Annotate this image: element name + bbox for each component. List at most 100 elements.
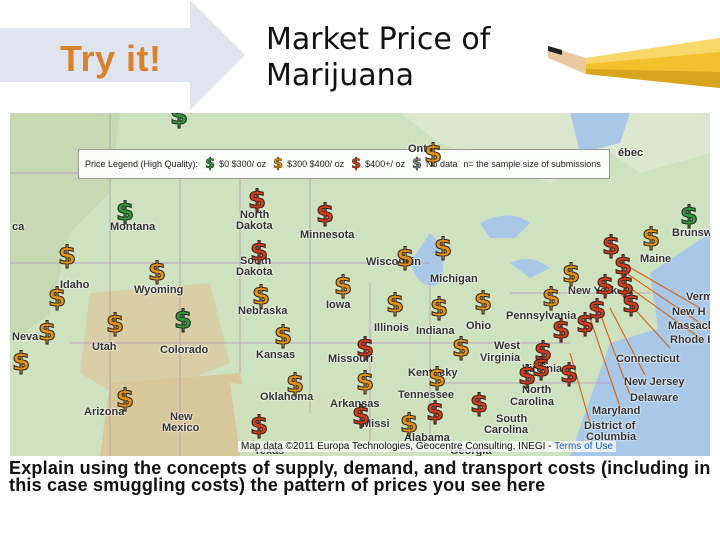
marker-wv-dollar-icon[interactable]: $	[451, 333, 471, 363]
label-south-carolina-2: Carolina	[484, 424, 529, 436]
price-legend: Price Legend (High Quality): $ $0 $300/ …	[78, 149, 610, 179]
label-illinois: Illinois	[374, 322, 409, 334]
label-north-dakota-2: Dakota	[236, 220, 273, 232]
legend-low-label: $0 $300/ oz	[219, 159, 267, 169]
label-montana: Montana	[110, 221, 156, 233]
label-south-dakota-2: Dakota	[236, 266, 273, 278]
orange-dollar-icon: $	[273, 156, 283, 172]
marker-ga-dollar-icon[interactable]: $	[469, 389, 489, 419]
marker-mi-dollar-icon[interactable]: $	[433, 233, 453, 263]
map-credit-text: Map data ©2011 Europa Technologies, Geoc…	[241, 441, 555, 452]
label-connecticut: Connecticut	[616, 353, 680, 365]
marker-tn-dollar-icon[interactable]: $	[425, 397, 445, 427]
marker-wi-dollar-icon[interactable]: $	[395, 243, 415, 273]
marker-il-dollar-icon[interactable]: $	[385, 289, 405, 319]
marker-co-2-dollar-icon[interactable]: $	[115, 384, 135, 414]
marker-az-dollar-icon[interactable]: $	[47, 283, 67, 313]
marker-ky-dollar-icon[interactable]: $	[427, 363, 447, 393]
label-quebec: ébec	[618, 147, 644, 159]
marker-in-dollar-icon[interactable]: $	[429, 293, 449, 323]
marker-nd-dollar-icon[interactable]: $	[247, 185, 267, 215]
marker-nd-top-dollar-icon[interactable]: $	[169, 113, 189, 131]
legend-note: n= the sample size of submissions	[463, 159, 601, 169]
title-line-2: Marijuana	[266, 58, 415, 93]
label-new-mexico-2: Mexico	[162, 422, 200, 434]
label-ontario: Onta	[408, 143, 434, 155]
marker-nb-dollar-icon[interactable]: $	[679, 201, 699, 231]
label-wyoming: Wyoming	[134, 284, 184, 296]
label-arizona: Arizona	[84, 406, 125, 418]
label-north-dakota-1: North	[240, 209, 270, 221]
map-credit: Map data ©2011 Europa Technologies, Geoc…	[238, 441, 617, 452]
label-pennsylvania: Pennsylvania	[506, 310, 577, 322]
marker-ct-dollar-icon[interactable]: $	[559, 359, 579, 389]
marker-oh-dollar-icon[interactable]: $	[473, 287, 493, 317]
label-south-dakota-1: South	[240, 255, 272, 267]
marker-ma-dollar-icon[interactable]: $	[621, 289, 641, 319]
marker-ut-dollar-icon[interactable]: $	[105, 309, 125, 339]
marker-ms-dollar-icon[interactable]: $	[351, 401, 371, 431]
marker-sc-dollar-icon[interactable]: $	[531, 353, 551, 383]
marker-on-dollar-icon[interactable]: $	[423, 139, 443, 169]
label-kentucky: Kentucky	[408, 367, 458, 379]
marker-nc-dollar-icon[interactable]: $	[517, 361, 537, 391]
label-new-york: New York	[568, 285, 618, 297]
marker-tx-dollar-icon[interactable]: $	[249, 411, 269, 441]
label-maine: Maine	[640, 253, 672, 265]
marker-pa-2-dollar-icon[interactable]: $	[561, 259, 581, 289]
arrow-banner	[0, 0, 245, 110]
label-arkansas: Arkansas	[330, 398, 380, 410]
marker-ar-dollar-icon[interactable]: $	[355, 367, 375, 397]
label-south-carolina-1: South	[496, 413, 528, 425]
legend-item-nodata: $ No data	[411, 156, 458, 172]
marker-ok-dollar-icon[interactable]: $	[285, 369, 305, 399]
label-mississippi: Missi	[362, 418, 390, 430]
marker-nj-dollar-icon[interactable]: $	[551, 315, 571, 345]
marker-pa-1-dollar-icon[interactable]: $	[541, 283, 561, 313]
marker-mt-dollar-icon[interactable]: $	[115, 197, 135, 227]
marker-de-dollar-icon[interactable]: $	[587, 295, 607, 325]
marker-mn-dollar-icon[interactable]: $	[315, 199, 335, 229]
marker-wy-dollar-icon[interactable]: $	[147, 257, 167, 287]
marker-ks-dollar-icon[interactable]: $	[273, 321, 293, 351]
marker-sd-dollar-icon[interactable]: $	[249, 237, 269, 267]
legend-nodata-label: No data	[425, 159, 458, 169]
label-vermont: Verm	[686, 291, 710, 303]
marker-vt-dollar-icon[interactable]: $	[595, 271, 615, 301]
terms-of-use-link[interactable]: Terms of Use	[554, 441, 614, 452]
label-utah: Utah	[92, 341, 117, 353]
label-new-mexico-1: New	[170, 411, 193, 423]
pencil-image	[548, 38, 720, 88]
marker-ny-2-dollar-icon[interactable]: $	[615, 271, 635, 301]
marker-id-dollar-icon[interactable]: $	[57, 241, 77, 271]
label-colorado: Colorado	[160, 344, 209, 356]
legend-mid-label: $300 $400/ oz	[287, 159, 345, 169]
marker-nv-dollar-icon[interactable]: $	[37, 317, 57, 347]
gray-dollar-icon: $	[412, 156, 422, 172]
marker-va-dollar-icon[interactable]: $	[533, 337, 553, 367]
label-oklahoma: Oklahoma	[260, 391, 314, 403]
label-new-hampshire: New H	[672, 306, 706, 318]
label-new-jersey: New Jersey	[624, 376, 685, 388]
marker-mo-dollar-icon[interactable]: $	[355, 333, 375, 363]
label-west-virginia-2: Virginia	[480, 352, 521, 364]
legend-item-low: $ $0 $300/ oz	[204, 157, 267, 172]
label-minnesota: Minnesota	[300, 229, 355, 241]
price-map[interactable]: Price Legend (High Quality): $ $0 $300/ …	[10, 113, 710, 456]
marker-nh-dollar-icon[interactable]: $	[575, 309, 595, 339]
legend-title: Price Legend (High Quality):	[85, 159, 199, 169]
title-line-1: Market Price of	[266, 22, 491, 57]
marker-ne-top-dollar-icon[interactable]: $	[251, 281, 271, 311]
marker-qc-dollar-icon[interactable]: $	[601, 231, 621, 261]
marker-me-dollar-icon[interactable]: $	[641, 223, 661, 253]
legend-item-high: $ $400+/ oz	[350, 157, 405, 172]
marker-ia-dollar-icon[interactable]: $	[333, 271, 353, 301]
label-idaho: Idaho	[60, 279, 90, 291]
marker-co-1-dollar-icon[interactable]: $	[173, 305, 193, 335]
marker-ca-dollar-icon[interactable]: $	[11, 347, 31, 377]
label-rhode-island: Rhode Islan	[670, 334, 710, 346]
label-maryland: Maryland	[592, 405, 641, 417]
label-north-carolina-2: Carolina	[510, 396, 555, 408]
marker-al-dollar-icon[interactable]: $	[399, 409, 419, 439]
marker-ny-1-dollar-icon[interactable]: $	[613, 251, 633, 281]
